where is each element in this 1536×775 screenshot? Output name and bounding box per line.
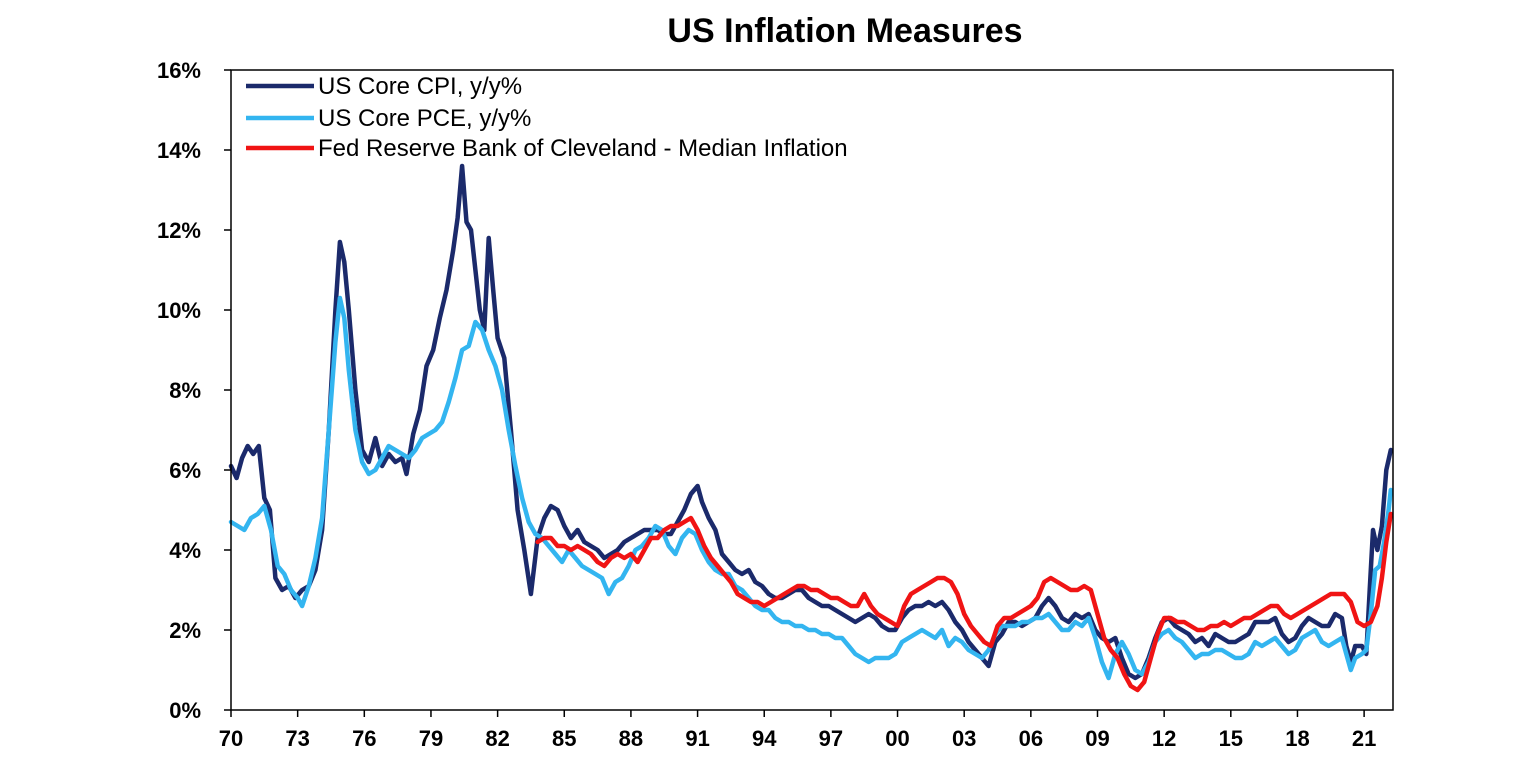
series-line-3	[535, 511, 1394, 693]
legend-label-2: US Core PCE, y/y%	[318, 105, 531, 132]
x-tick-label: 73	[285, 726, 309, 751]
y-tick-label: 4%	[169, 538, 201, 563]
x-tick-label: 76	[352, 726, 376, 751]
y-tick-label: 10%	[157, 298, 201, 323]
legend-label-3: Fed Reserve Bank of Cleveland - Median I…	[318, 135, 848, 162]
x-axis: 70 73 76 79 82 85 88 91 94 97 00 03 06 09 12 15 18 21	[219, 710, 1376, 751]
x-tick-label: 85	[552, 726, 576, 751]
series-line-2	[228, 295, 1394, 681]
x-tick-label: 88	[619, 726, 643, 751]
y-axis: 0% 2% 4% 6% 8% 10% 12% 14% 16%	[157, 58, 231, 723]
x-tick-label: 03	[952, 726, 976, 751]
series-layer	[228, 163, 1394, 693]
legend: US Core CPI, y/y% US Core PCE, y/y% Fed Re…	[246, 73, 848, 162]
series-line-1	[228, 163, 1394, 681]
y-tick-label: 8%	[169, 378, 201, 403]
x-tick-label: 79	[419, 726, 443, 751]
plot-area-border	[230, 69, 1394, 711]
x-tick-label: 06	[1019, 726, 1043, 751]
y-tick-label: 0%	[169, 698, 201, 723]
x-tick-label: 21	[1352, 726, 1376, 751]
y-tick-label: 6%	[169, 458, 201, 483]
x-tick-label: 70	[219, 726, 243, 751]
x-tick-label: 15	[1219, 726, 1243, 751]
x-tick-label: 91	[685, 726, 709, 751]
legend-label-1: US Core CPI, y/y%	[318, 73, 522, 100]
x-tick-label: 09	[1085, 726, 1109, 751]
x-tick-label: 12	[1152, 726, 1176, 751]
y-tick-label: 16%	[157, 58, 201, 83]
y-tick-label: 12%	[157, 218, 201, 243]
y-tick-label: 2%	[169, 618, 201, 643]
x-tick-label: 97	[819, 726, 843, 751]
x-tick-label: 18	[1285, 726, 1309, 751]
y-tick-label: 14%	[157, 138, 201, 163]
chart-title: US Inflation Measures	[667, 12, 1022, 50]
x-tick-label: 82	[485, 726, 509, 751]
x-tick-label: 00	[885, 726, 909, 751]
x-tick-label: 94	[752, 726, 777, 751]
